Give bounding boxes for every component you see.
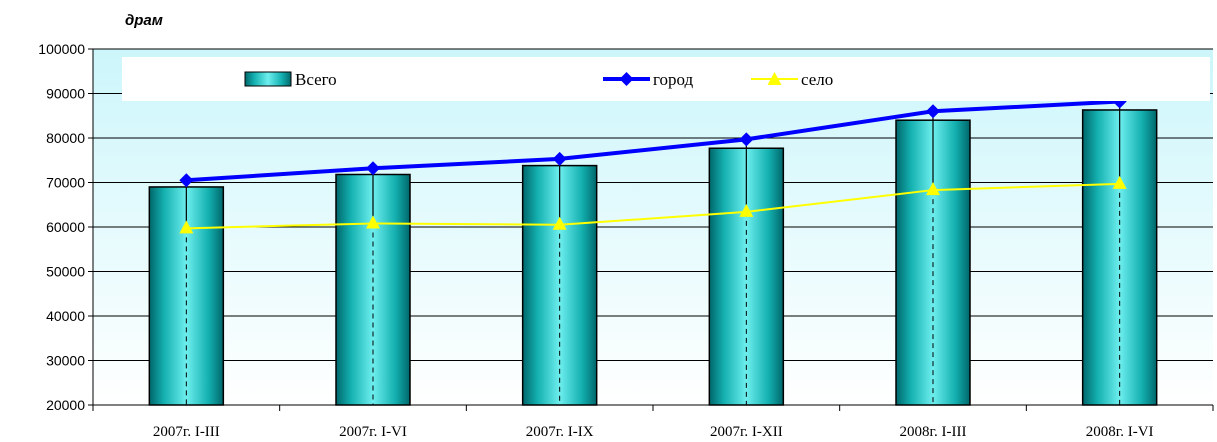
x-tick-label: 2008г. I-III [900, 424, 967, 440]
y-tick-label: 30000 [46, 353, 85, 369]
series-line-village [186, 182, 1120, 230]
x-tick-label: 2007г. I-III [153, 424, 220, 440]
y-tick-label: 50000 [46, 264, 85, 280]
y-axis: 20000 30000 40000 50000 60000 70000 80000 90000… [38, 41, 94, 413]
y-unit-label: драм [125, 12, 163, 29]
point-city [926, 104, 940, 119]
legend-label-total: Всего [295, 70, 337, 89]
y-tick-label: 80000 [46, 130, 85, 146]
point-village [1112, 175, 1127, 189]
y-tick-label: 60000 [46, 219, 85, 235]
legend-label-city: город [653, 70, 694, 89]
legend: Всего город село [122, 57, 1210, 101]
point-village [552, 216, 567, 230]
y-tick-label: 20000 [46, 397, 85, 413]
legend-marker-city [619, 72, 634, 86]
y-tick-label: 100000 [38, 41, 85, 57]
point-city [739, 132, 754, 147]
point-village [926, 182, 940, 196]
y-tick-label: 90000 [46, 86, 85, 102]
x-tick-label: 2007г. I-XII [710, 424, 783, 440]
legend-box [122, 57, 1210, 101]
point-city [552, 151, 567, 166]
line-series [179, 94, 1127, 234]
point-city [179, 173, 194, 188]
point-village [179, 220, 194, 234]
x-tick-label: 2008г. I-VI [1086, 424, 1154, 440]
legend-swatch-total [244, 71, 292, 87]
y-tick-label: 40000 [46, 308, 85, 324]
y-tick-label: 70000 [46, 175, 85, 191]
x-tick-label: 2007г. I-VI [339, 424, 407, 440]
x-tick-label: 2007г. I-IX [526, 424, 594, 440]
series-line-city [186, 99, 1120, 183]
x-axis: 2007г. I-III 2007г. I-VI 2007г. I-IX 2007г.… [92, 404, 1214, 440]
point-village [739, 203, 754, 217]
bar-series [148, 109, 1158, 406]
point-city [366, 161, 380, 176]
drop-lines [185, 101, 1121, 405]
point-village [366, 215, 380, 229]
legend-label-village: село [801, 70, 833, 89]
legend-marker-village [767, 72, 782, 85]
